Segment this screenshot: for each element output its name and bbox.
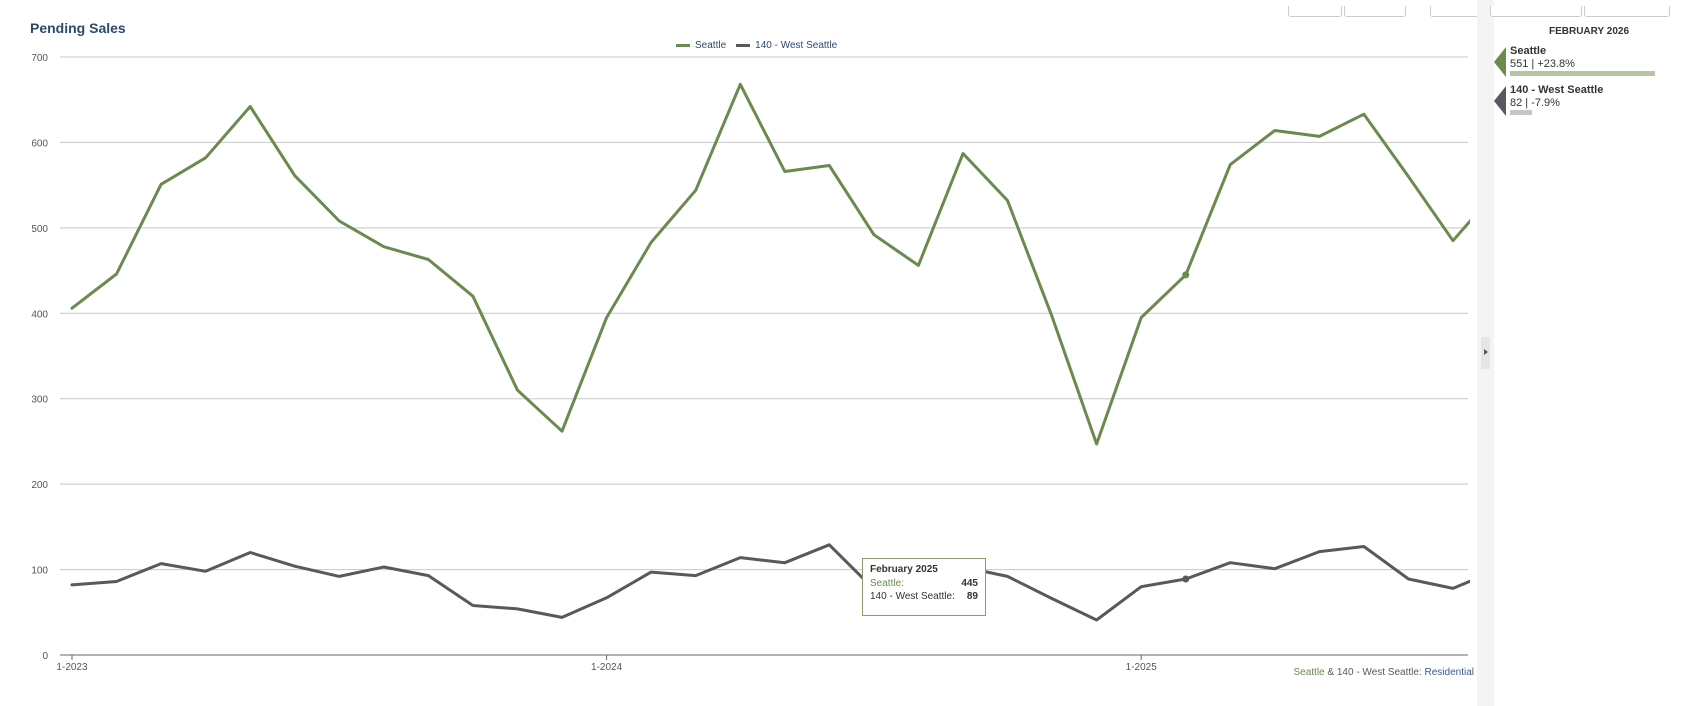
toolbar-button-2[interactable] [1344,6,1406,17]
legend-label-seattle: Seattle [695,40,727,51]
collapse-panel-button[interactable] [1481,337,1490,369]
side-entry-stat-seattle: 551 | +23.8% [1510,58,1575,70]
tooltip-value-seattle: 445 [961,578,978,589]
footer-property-type: Residential [1424,667,1474,678]
side-entry-name-seattle: Seattle [1510,45,1547,57]
side-entry-stat-west-seattle: 82 | -7.9% [1510,97,1560,109]
y-tick-label-700: 700 [31,53,48,64]
toolbar-button-4[interactable] [1490,6,1582,17]
tooltip-title: February 2025 [870,564,938,575]
y-tick-label-200: 200 [31,480,48,491]
side-entry-name-west-seattle: 140 - West Seattle [1510,84,1604,96]
footer-area-west-seattle: 140 - West Seattle [1336,667,1419,678]
tooltip-row-west-seattle: 140 - West Seattle: 89 [870,591,978,602]
y-tick-label-600: 600 [31,138,48,149]
y-tick-label-0: 0 [42,651,48,662]
hover-point-140-west-seattle [1182,575,1190,583]
chart-tooltip: February 2025 Seattle: 445 140 - West Se… [862,558,986,616]
legend-item-west-seattle[interactable]: 140 - West Seattle [736,40,837,51]
y-tick-label-100: 100 [31,566,48,577]
x-tick-label-1-2023: 1-2023 [56,662,88,673]
pending-sales-chart: 0 100 200 300 400 500 600 700 1-2023 1-2024 1-2025… [31,53,1470,673]
tooltip-label-west-seattle: 140 - West Seattle: [870,591,955,602]
toolbar-button-5[interactable] [1584,6,1670,17]
x-tick-label-1-2025: 1-2025 [1126,662,1158,673]
series-line-seattle [70,82,1470,446]
legend-item-seattle[interactable]: Seattle [676,40,726,51]
footer-amp: & [1324,667,1337,678]
hover-point-seattle [1182,271,1190,279]
legend-label-west-seattle: 140 - West Seattle [755,40,838,51]
side-panel [1494,0,1690,706]
toolbar-button-1[interactable] [1288,6,1342,17]
y-tick-label-400: 400 [31,309,48,320]
legend-swatch-west-seattle [736,44,751,47]
tooltip-value-west-seattle: 89 [966,591,978,602]
tooltip-label-seattle: Seattle: [870,578,904,589]
legend-swatch-seattle [676,44,690,47]
footer-colon: : [1418,667,1425,678]
footer-area-seattle: Seattle [1293,667,1325,678]
side-entry-bar-seattle [1510,71,1655,76]
y-tick-label-300: 300 [31,395,48,406]
chart-footer: Seattle & 140 - West Seattle: Residentia… [1293,667,1474,678]
chart-legend: Seattle 140 - West Seattle [676,40,837,51]
side-panel-title: FEBRUARY 2026 [1548,26,1630,37]
series-line-140-west-seattle [70,543,1470,622]
side-marker-seattle [1494,47,1506,77]
y-tick-label-500: 500 [31,224,48,235]
side-marker-west-seattle [1494,86,1506,116]
tooltip-row-seattle: Seattle: 445 [870,578,978,589]
x-tick-label-1-2024: 1-2024 [591,662,623,673]
chart-title: Pending Sales [30,20,126,36]
side-entry-bar-west-seattle [1510,110,1532,115]
